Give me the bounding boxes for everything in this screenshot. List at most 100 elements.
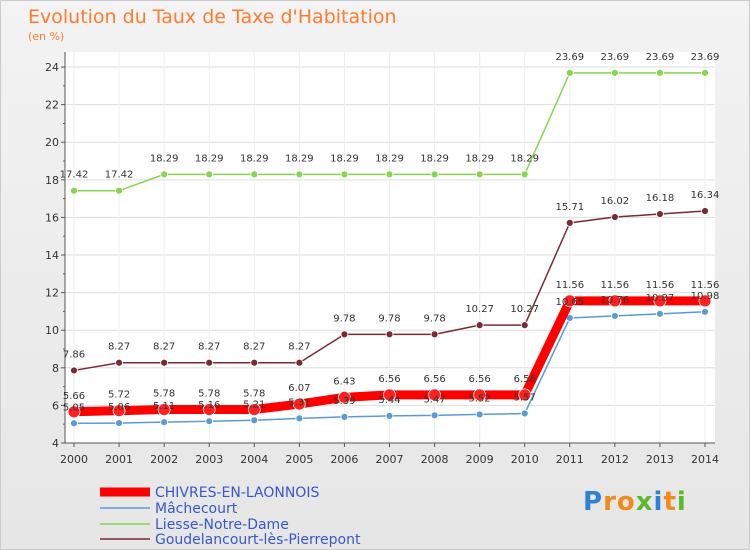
data-label: 7.86 xyxy=(63,349,85,360)
data-point xyxy=(701,207,709,215)
data-label: 18.29 xyxy=(195,153,224,164)
data-label: 5.72 xyxy=(108,390,130,401)
data-point xyxy=(475,170,484,179)
data-label: 5.05 xyxy=(63,402,85,413)
data-label: 9.78 xyxy=(333,313,355,324)
data-label: 8.27 xyxy=(288,342,310,353)
data-point xyxy=(202,403,216,416)
data-point xyxy=(115,358,123,367)
data-point xyxy=(385,170,394,179)
data-label: 15.71 xyxy=(555,202,584,213)
data-label: 5.78 xyxy=(198,389,220,400)
data-label: 23.69 xyxy=(691,52,720,63)
y-tick-label: 24 xyxy=(45,61,59,74)
data-point xyxy=(430,411,439,420)
data-point xyxy=(653,294,667,308)
logo-letter: x xyxy=(635,487,654,517)
data-point xyxy=(383,388,396,402)
series-0 xyxy=(67,294,712,419)
legend-label: Liesse-Notre-Dame xyxy=(155,517,289,533)
data-label: 10.98 xyxy=(691,291,720,302)
y-tick-label: 22 xyxy=(45,99,59,112)
logo-letter: i xyxy=(676,487,687,517)
data-point xyxy=(67,405,81,419)
data-label: 18.29 xyxy=(285,153,314,164)
proxiti-logo: Proxiti xyxy=(583,487,687,517)
data-point xyxy=(610,68,619,77)
data-label: 18.29 xyxy=(375,153,404,164)
y-tick-label: 20 xyxy=(45,136,59,149)
data-label: 6.56 xyxy=(378,374,400,385)
data-label: 11.56 xyxy=(691,280,720,291)
data-label: 5.57 xyxy=(514,392,536,403)
data-point xyxy=(428,388,441,402)
x-tick-label: 2000 xyxy=(60,453,88,466)
legend-label: Mâchecourt xyxy=(155,501,238,517)
data-point xyxy=(250,358,259,367)
data-label: 10.27 xyxy=(510,304,539,315)
data-label: 9.78 xyxy=(423,313,445,324)
data-point xyxy=(565,68,574,77)
data-label: 23.69 xyxy=(555,52,584,63)
data-point xyxy=(701,68,709,77)
data-point xyxy=(340,170,349,179)
data-point xyxy=(160,170,169,179)
data-point xyxy=(608,294,622,308)
data-point xyxy=(520,170,529,179)
data-point xyxy=(656,309,664,318)
x-tick-label: 2012 xyxy=(601,453,629,466)
y-tick-label: 8 xyxy=(52,362,59,375)
data-point xyxy=(160,358,169,367)
data-point xyxy=(430,170,439,179)
data-point xyxy=(385,412,394,420)
data-label: 5.16 xyxy=(198,400,220,411)
data-point xyxy=(70,186,78,195)
data-point xyxy=(247,403,261,416)
x-tick-label: 2014 xyxy=(691,453,719,466)
data-point xyxy=(385,330,394,339)
data-point xyxy=(160,418,169,427)
data-label: 18.29 xyxy=(150,153,179,164)
x-tick-label: 2003 xyxy=(195,453,223,466)
data-label: 8.27 xyxy=(198,342,220,353)
series-3 xyxy=(70,207,709,375)
data-point xyxy=(157,403,171,416)
data-label: 6.56 xyxy=(469,374,491,385)
data-label: 5.78 xyxy=(243,389,265,400)
data-point xyxy=(115,419,123,427)
data-label: 23.69 xyxy=(601,52,630,63)
y-tick-label: 10 xyxy=(45,324,59,337)
data-point xyxy=(340,412,349,421)
y-tick-label: 18 xyxy=(45,174,59,187)
data-label: 16.02 xyxy=(601,196,630,207)
data-label: 5.06 xyxy=(108,402,130,413)
data-point xyxy=(698,294,712,308)
x-tick-label: 2007 xyxy=(376,453,404,466)
data-label: 5.21 xyxy=(243,399,265,410)
x-tick-label: 2002 xyxy=(150,453,178,466)
y-tick-label: 16 xyxy=(45,211,59,224)
data-label: 17.42 xyxy=(60,170,89,181)
data-point xyxy=(112,404,126,418)
data-label: 6.56 xyxy=(423,374,445,385)
y-tick-label: 12 xyxy=(45,287,59,300)
x-tick-label: 2013 xyxy=(646,453,674,466)
data-point xyxy=(250,416,259,425)
data-point xyxy=(610,213,619,221)
x-tick-label: 2001 xyxy=(105,453,133,466)
data-label: 10.65 xyxy=(555,297,584,308)
x-tick-label: 2011 xyxy=(556,453,584,466)
data-point xyxy=(338,390,351,404)
data-label: 17.42 xyxy=(105,170,134,181)
data-label: 5.52 xyxy=(469,393,491,404)
data-point xyxy=(475,321,484,330)
series-1 xyxy=(70,307,709,428)
series-2 xyxy=(70,68,709,195)
data-point xyxy=(610,312,619,320)
x-tick-label: 2010 xyxy=(511,453,539,466)
data-label: 10.27 xyxy=(465,304,494,315)
data-label: 11.56 xyxy=(646,280,675,291)
data-point xyxy=(340,330,349,339)
data-label: 5.47 xyxy=(423,394,445,405)
